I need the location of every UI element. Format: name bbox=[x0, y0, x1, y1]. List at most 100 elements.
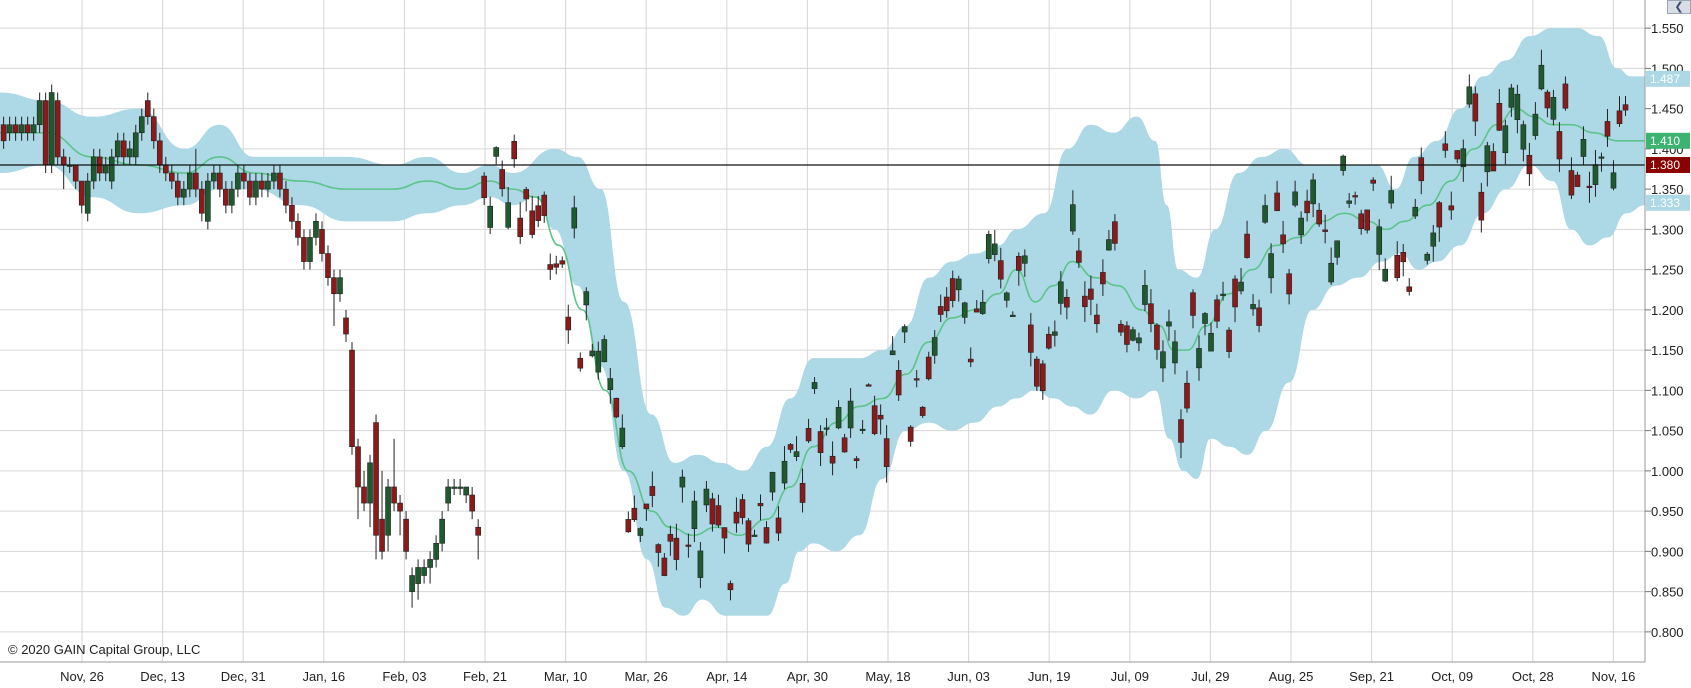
candle-body bbox=[1604, 121, 1611, 137]
candle-body bbox=[1015, 255, 1022, 271]
candle-body bbox=[1460, 148, 1467, 168]
candle-body bbox=[307, 237, 313, 262]
candle-body bbox=[169, 172, 175, 182]
candle-body bbox=[36, 100, 43, 126]
candle-body bbox=[235, 172, 241, 190]
candle-body bbox=[1178, 419, 1184, 443]
candle-body bbox=[1508, 87, 1515, 108]
price-tag-box bbox=[1646, 132, 1690, 149]
candle-body bbox=[30, 124, 37, 134]
candle-body bbox=[72, 164, 79, 182]
candle-body bbox=[403, 518, 409, 552]
candle-body bbox=[150, 116, 157, 142]
candle-body bbox=[553, 263, 560, 268]
candle-body bbox=[132, 132, 139, 158]
candle-body bbox=[1472, 93, 1479, 122]
candle-body bbox=[781, 460, 788, 484]
candle-body bbox=[1388, 190, 1395, 204]
candle-body bbox=[541, 194, 548, 216]
price-tag-box bbox=[1646, 194, 1690, 211]
candle-body bbox=[1136, 337, 1142, 344]
candle-body bbox=[187, 172, 193, 190]
candle-body bbox=[895, 370, 902, 396]
candle-body bbox=[601, 339, 608, 363]
candle-body bbox=[1220, 293, 1226, 296]
candle-body bbox=[1424, 253, 1431, 261]
price-tag-label: 1.487 bbox=[1650, 72, 1680, 86]
candle-body bbox=[841, 437, 848, 453]
candle-body bbox=[889, 350, 896, 356]
x-tick-label: Jun, 03 bbox=[947, 669, 990, 684]
x-tick-label: Dec, 13 bbox=[140, 669, 185, 684]
candle-body bbox=[715, 505, 722, 526]
candle-body bbox=[823, 427, 830, 430]
candle-body bbox=[739, 499, 746, 518]
y-tick-label: 0.800 bbox=[1651, 625, 1684, 640]
candle-body bbox=[391, 486, 397, 504]
candle-body bbox=[1142, 285, 1148, 305]
candle-body bbox=[997, 260, 1004, 280]
candle-body bbox=[811, 382, 818, 389]
x-tick-label: Nov, 16 bbox=[1591, 669, 1635, 684]
candle-body bbox=[769, 471, 776, 493]
x-tick-label: Apr, 14 bbox=[706, 669, 747, 684]
x-tick-label: May, 18 bbox=[865, 669, 910, 684]
candle-body bbox=[1622, 104, 1629, 111]
candle-body bbox=[907, 426, 914, 442]
bollinger-band-area bbox=[0, 28, 1645, 616]
candle-body bbox=[24, 124, 31, 134]
scroll-left-button[interactable]: ❮ bbox=[1667, 0, 1691, 14]
x-tick-label: Mar, 10 bbox=[544, 669, 587, 684]
candle-body bbox=[1394, 254, 1401, 279]
moving-average bbox=[0, 107, 1645, 537]
candle-body bbox=[835, 407, 842, 429]
candle-body bbox=[373, 422, 379, 536]
candle-body bbox=[523, 189, 530, 200]
candle-body bbox=[1520, 124, 1527, 150]
candle-body bbox=[1124, 325, 1130, 345]
y-tick-label: 1.300 bbox=[1651, 222, 1684, 237]
candle-body bbox=[1598, 156, 1605, 159]
candle-body bbox=[42, 100, 49, 166]
candle-body bbox=[877, 414, 884, 420]
candle-body bbox=[901, 326, 908, 333]
candle-body bbox=[1340, 155, 1346, 171]
candle-body bbox=[1028, 324, 1034, 353]
candles bbox=[0, 49, 1629, 608]
candle-body bbox=[283, 188, 289, 206]
moving-average-line bbox=[0, 107, 1645, 537]
candle-body bbox=[319, 229, 325, 254]
candle-body bbox=[871, 405, 878, 434]
price-tag-label: 1.380 bbox=[1650, 158, 1680, 172]
candle-body bbox=[475, 526, 481, 536]
candle-body bbox=[1118, 323, 1124, 333]
candle-body bbox=[259, 180, 265, 190]
candle-body bbox=[54, 100, 61, 158]
candle-body bbox=[1436, 202, 1443, 228]
candle-body bbox=[973, 308, 980, 313]
candle-body bbox=[793, 451, 800, 457]
candle-body bbox=[1586, 185, 1593, 188]
candle-body bbox=[1262, 205, 1268, 223]
candle-body bbox=[709, 498, 716, 525]
candle-body bbox=[463, 486, 469, 496]
candle-body bbox=[547, 264, 554, 270]
x-tick-label: Feb, 03 bbox=[382, 669, 426, 684]
candle-body bbox=[108, 156, 115, 182]
candle-body bbox=[451, 486, 457, 489]
candle-body bbox=[1514, 93, 1521, 120]
candle-body bbox=[457, 486, 463, 489]
candle-body bbox=[655, 544, 662, 553]
candle-body bbox=[1148, 303, 1154, 324]
candle-body bbox=[565, 316, 572, 331]
candle-body bbox=[1496, 103, 1503, 131]
candle-body bbox=[757, 503, 764, 507]
candle-body bbox=[607, 378, 614, 391]
candle-body bbox=[331, 277, 337, 295]
candle-body bbox=[247, 180, 253, 198]
candle-body bbox=[144, 100, 151, 117]
candle-body bbox=[631, 507, 638, 520]
candle-body bbox=[583, 291, 590, 306]
candle-body bbox=[175, 180, 181, 198]
